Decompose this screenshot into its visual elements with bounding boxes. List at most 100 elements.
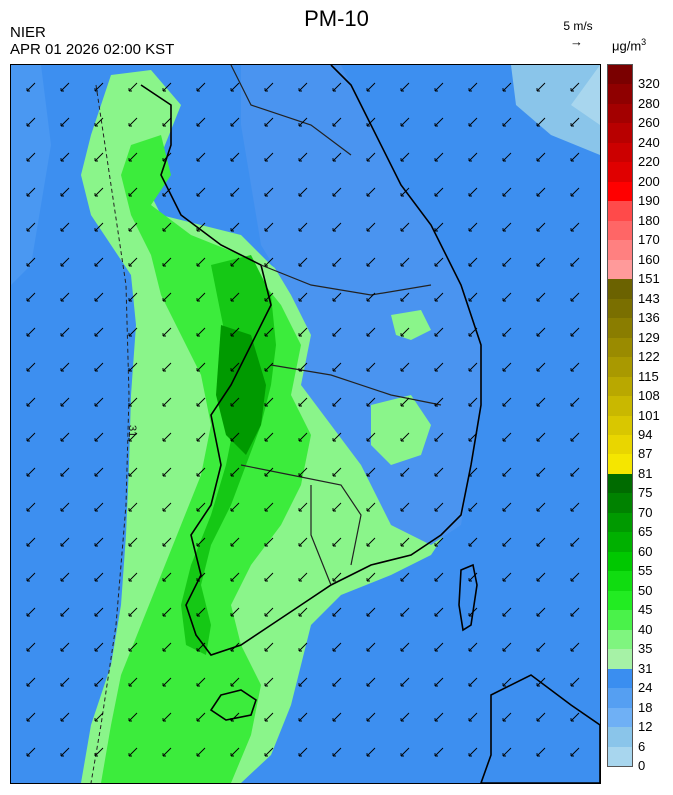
wind-arrow-icon — [128, 712, 138, 722]
wind-arrow-icon — [298, 677, 308, 687]
wind-arrow-icon — [162, 82, 172, 92]
peninsula-coastline — [140, 65, 482, 656]
wind-arrow-icon — [94, 397, 104, 407]
legend-label: 24 — [638, 680, 653, 696]
wind-arrow-icon — [94, 187, 104, 197]
wind-arrow-icon — [60, 747, 70, 757]
legend-swatch — [608, 707, 632, 728]
legend-label: 81 — [638, 465, 653, 481]
wind-arrow-icon — [94, 747, 104, 757]
legend-label: 55 — [638, 563, 653, 579]
agency-label: NIER — [10, 24, 46, 41]
wind-arrow-icon — [468, 362, 478, 372]
wind-arrow-icon — [60, 502, 70, 512]
wind-arrow-icon — [468, 572, 478, 582]
legend-swatch — [608, 532, 632, 553]
wind-arrow-icon — [502, 362, 512, 372]
timestamp-label: APR 01 2026 02:00 KST — [10, 41, 175, 58]
wind-arrow-icon — [26, 152, 36, 162]
legend-swatch — [608, 727, 632, 748]
wind-arrow-icon — [196, 712, 206, 722]
wind-arrow-icon — [536, 362, 546, 372]
legend-label: 35 — [638, 641, 653, 657]
wind-arrow-icon — [434, 362, 444, 372]
wind-arrow-icon — [230, 747, 240, 757]
wind-arrow-icon — [26, 747, 36, 757]
wind-arrow-icon — [536, 187, 546, 197]
wind-arrow-icon — [94, 502, 104, 512]
wind-arrow-icon — [366, 642, 376, 652]
coastlines — [140, 65, 600, 783]
wind-arrow-icon — [468, 187, 478, 197]
contour-31-line — [90, 84, 130, 783]
wind-arrow-icon — [434, 502, 444, 512]
wind-arrow-icon — [366, 712, 376, 722]
legend-label: 31 — [638, 660, 653, 676]
wind-arrow-icon — [298, 537, 308, 547]
wind-arrow-icon — [230, 467, 240, 477]
wind-arrow-icon — [264, 152, 274, 162]
wind-arrow-icon — [434, 117, 444, 127]
low-pm-patch-ne — [511, 65, 600, 155]
wind-arrow-icon — [128, 537, 138, 547]
wind-arrow-icon — [264, 712, 274, 722]
wind-arrow-icon — [230, 82, 240, 92]
wind-arrow-icon — [196, 502, 206, 512]
wind-arrow-icon — [128, 152, 138, 162]
wind-arrow-icon — [128, 257, 138, 267]
wind-arrow-icon — [502, 397, 512, 407]
legend-label: 45 — [638, 602, 653, 618]
legend-label: 70 — [638, 504, 653, 520]
wind-arrow-icon — [298, 432, 308, 442]
wind-arrow-icon — [94, 117, 104, 127]
wind-arrow-icon — [400, 677, 410, 687]
wind-arrow-icon — [332, 152, 342, 162]
wind-arrow-icon — [162, 432, 172, 442]
pm-zone-east-small-patch — [391, 310, 431, 340]
wind-arrow-icon — [264, 432, 274, 442]
wind-arrow-icon — [230, 222, 240, 232]
wind-arrow-icon — [502, 677, 512, 687]
wind-arrow-icon — [128, 397, 138, 407]
wind-arrow-icon — [298, 187, 308, 197]
wind-arrow-icon — [400, 712, 410, 722]
wind-arrow-icon — [298, 362, 308, 372]
wind-arrow-icon — [298, 327, 308, 337]
wind-arrow-icon — [162, 607, 172, 617]
wind-arrow-icon — [536, 502, 546, 512]
wind-arrow-icon — [162, 187, 172, 197]
wind-arrow-icon — [434, 257, 444, 267]
wind-arrow-icon — [60, 432, 70, 442]
wind-arrow-icon — [94, 712, 104, 722]
wind-arrow-icon — [162, 362, 172, 372]
wind-arrow-icon — [230, 397, 240, 407]
wind-arrow-icon — [230, 607, 240, 617]
legend-swatch — [608, 123, 632, 144]
wind-arrow-icon — [570, 677, 580, 687]
legend-label: 6 — [638, 738, 646, 754]
wind-arrow-icon — [162, 222, 172, 232]
wind-arrow-icon — [536, 82, 546, 92]
legend-label: 280 — [638, 95, 660, 111]
wind-arrow-icon — [502, 117, 512, 127]
wind-arrow-icon — [434, 397, 444, 407]
sea-patch-west — [11, 65, 51, 285]
wind-arrow-icon — [332, 677, 342, 687]
wind-arrow-icon — [264, 537, 274, 547]
wind-arrow-icon — [332, 362, 342, 372]
wind-arrow-icon — [570, 467, 580, 477]
wind-arrow-icon — [570, 502, 580, 512]
wind-arrow-icon — [128, 607, 138, 617]
wind-arrow-icon — [230, 117, 240, 127]
wind-arrow-icon — [196, 362, 206, 372]
wind-arrow-icon — [400, 362, 410, 372]
legend-label: 136 — [638, 310, 660, 326]
wind-arrow-icon — [94, 432, 104, 442]
wind-arrow-icon — [536, 607, 546, 617]
wind-arrow-icon — [94, 642, 104, 652]
wind-arrow-icon — [332, 117, 342, 127]
wind-arrow-icon — [60, 397, 70, 407]
wind-arrow-icon — [400, 187, 410, 197]
wind-arrow-icon — [60, 327, 70, 337]
wind-arrow-icon — [162, 467, 172, 477]
